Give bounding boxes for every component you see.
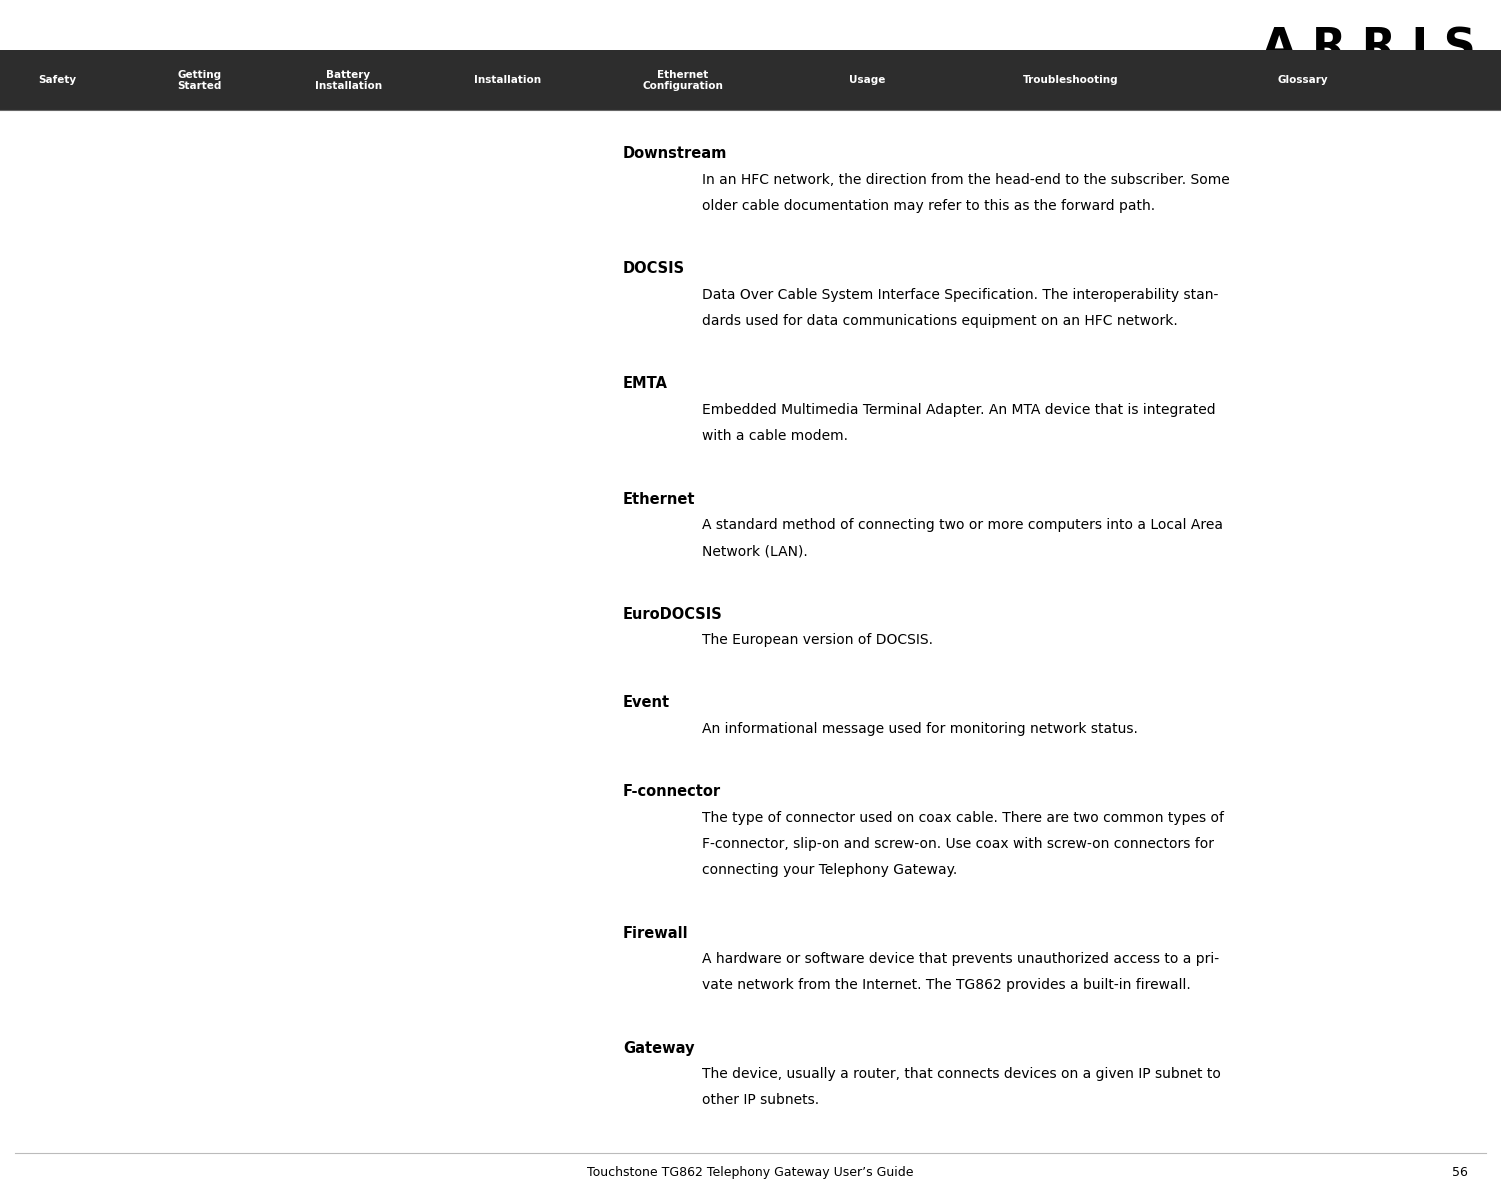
- Text: Network (LAN).: Network (LAN).: [702, 544, 808, 559]
- Text: other IP subnets.: other IP subnets.: [702, 1093, 820, 1108]
- Text: Gateway: Gateway: [623, 1041, 695, 1056]
- Text: Ethernet: Ethernet: [623, 492, 695, 507]
- Text: Battery
Installation: Battery Installation: [315, 70, 381, 91]
- Text: 56: 56: [1451, 1167, 1468, 1179]
- Text: Installation: Installation: [474, 76, 540, 85]
- Text: Troubleshooting: Troubleshooting: [1022, 76, 1118, 85]
- Text: Firewall: Firewall: [623, 926, 689, 941]
- Text: vate network from the Internet. The TG862 provides a built-in firewall.: vate network from the Internet. The TG86…: [702, 978, 1192, 993]
- Text: older cable documentation may refer to this as the forward path.: older cable documentation may refer to t…: [702, 199, 1156, 213]
- Text: dards used for data communications equipment on an HFC network.: dards used for data communications equip…: [702, 314, 1178, 329]
- Text: The European version of DOCSIS.: The European version of DOCSIS.: [702, 633, 934, 647]
- Text: EuroDOCSIS: EuroDOCSIS: [623, 607, 722, 622]
- Text: F-connector, slip-on and screw-on. Use coax with screw-on connectors for: F-connector, slip-on and screw-on. Use c…: [702, 837, 1214, 851]
- Text: EMTA: EMTA: [623, 376, 668, 392]
- Text: F-connector: F-connector: [623, 784, 720, 800]
- Text: Event: Event: [623, 695, 669, 711]
- Text: Glossary: Glossary: [1277, 76, 1328, 85]
- Bar: [0, 50, 1501, 110]
- Text: Safety: Safety: [38, 76, 77, 85]
- Text: Embedded Multimedia Terminal Adapter. An MTA device that is integrated: Embedded Multimedia Terminal Adapter. An…: [702, 403, 1216, 417]
- Text: A standard method of connecting two or more computers into a Local Area: A standard method of connecting two or m…: [702, 518, 1223, 532]
- Text: Touchstone TG862 Telephony Gateway User’s Guide: Touchstone TG862 Telephony Gateway User’…: [587, 1167, 914, 1179]
- Text: A hardware or software device that prevents unauthorized access to a pri-: A hardware or software device that preve…: [702, 952, 1220, 966]
- Text: A R R I S: A R R I S: [1262, 26, 1475, 70]
- Text: Getting
Started: Getting Started: [177, 70, 222, 91]
- Text: with a cable modem.: with a cable modem.: [702, 429, 848, 444]
- Text: DOCSIS: DOCSIS: [623, 261, 684, 277]
- Text: The type of connector used on coax cable. There are two common types of: The type of connector used on coax cable…: [702, 811, 1225, 825]
- Text: In an HFC network, the direction from the head-end to the subscriber. Some: In an HFC network, the direction from th…: [702, 173, 1231, 187]
- Text: Ethernet
Configuration: Ethernet Configuration: [642, 70, 723, 91]
- Text: Usage: Usage: [850, 76, 886, 85]
- Text: Data Over Cable System Interface Specification. The interoperability stan-: Data Over Cable System Interface Specifi…: [702, 288, 1219, 302]
- Text: Downstream: Downstream: [623, 146, 728, 162]
- Text: An informational message used for monitoring network status.: An informational message used for monito…: [702, 722, 1138, 736]
- Text: The device, usually a router, that connects devices on a given IP subnet to: The device, usually a router, that conne…: [702, 1067, 1222, 1081]
- Text: connecting your Telephony Gateway.: connecting your Telephony Gateway.: [702, 863, 958, 878]
